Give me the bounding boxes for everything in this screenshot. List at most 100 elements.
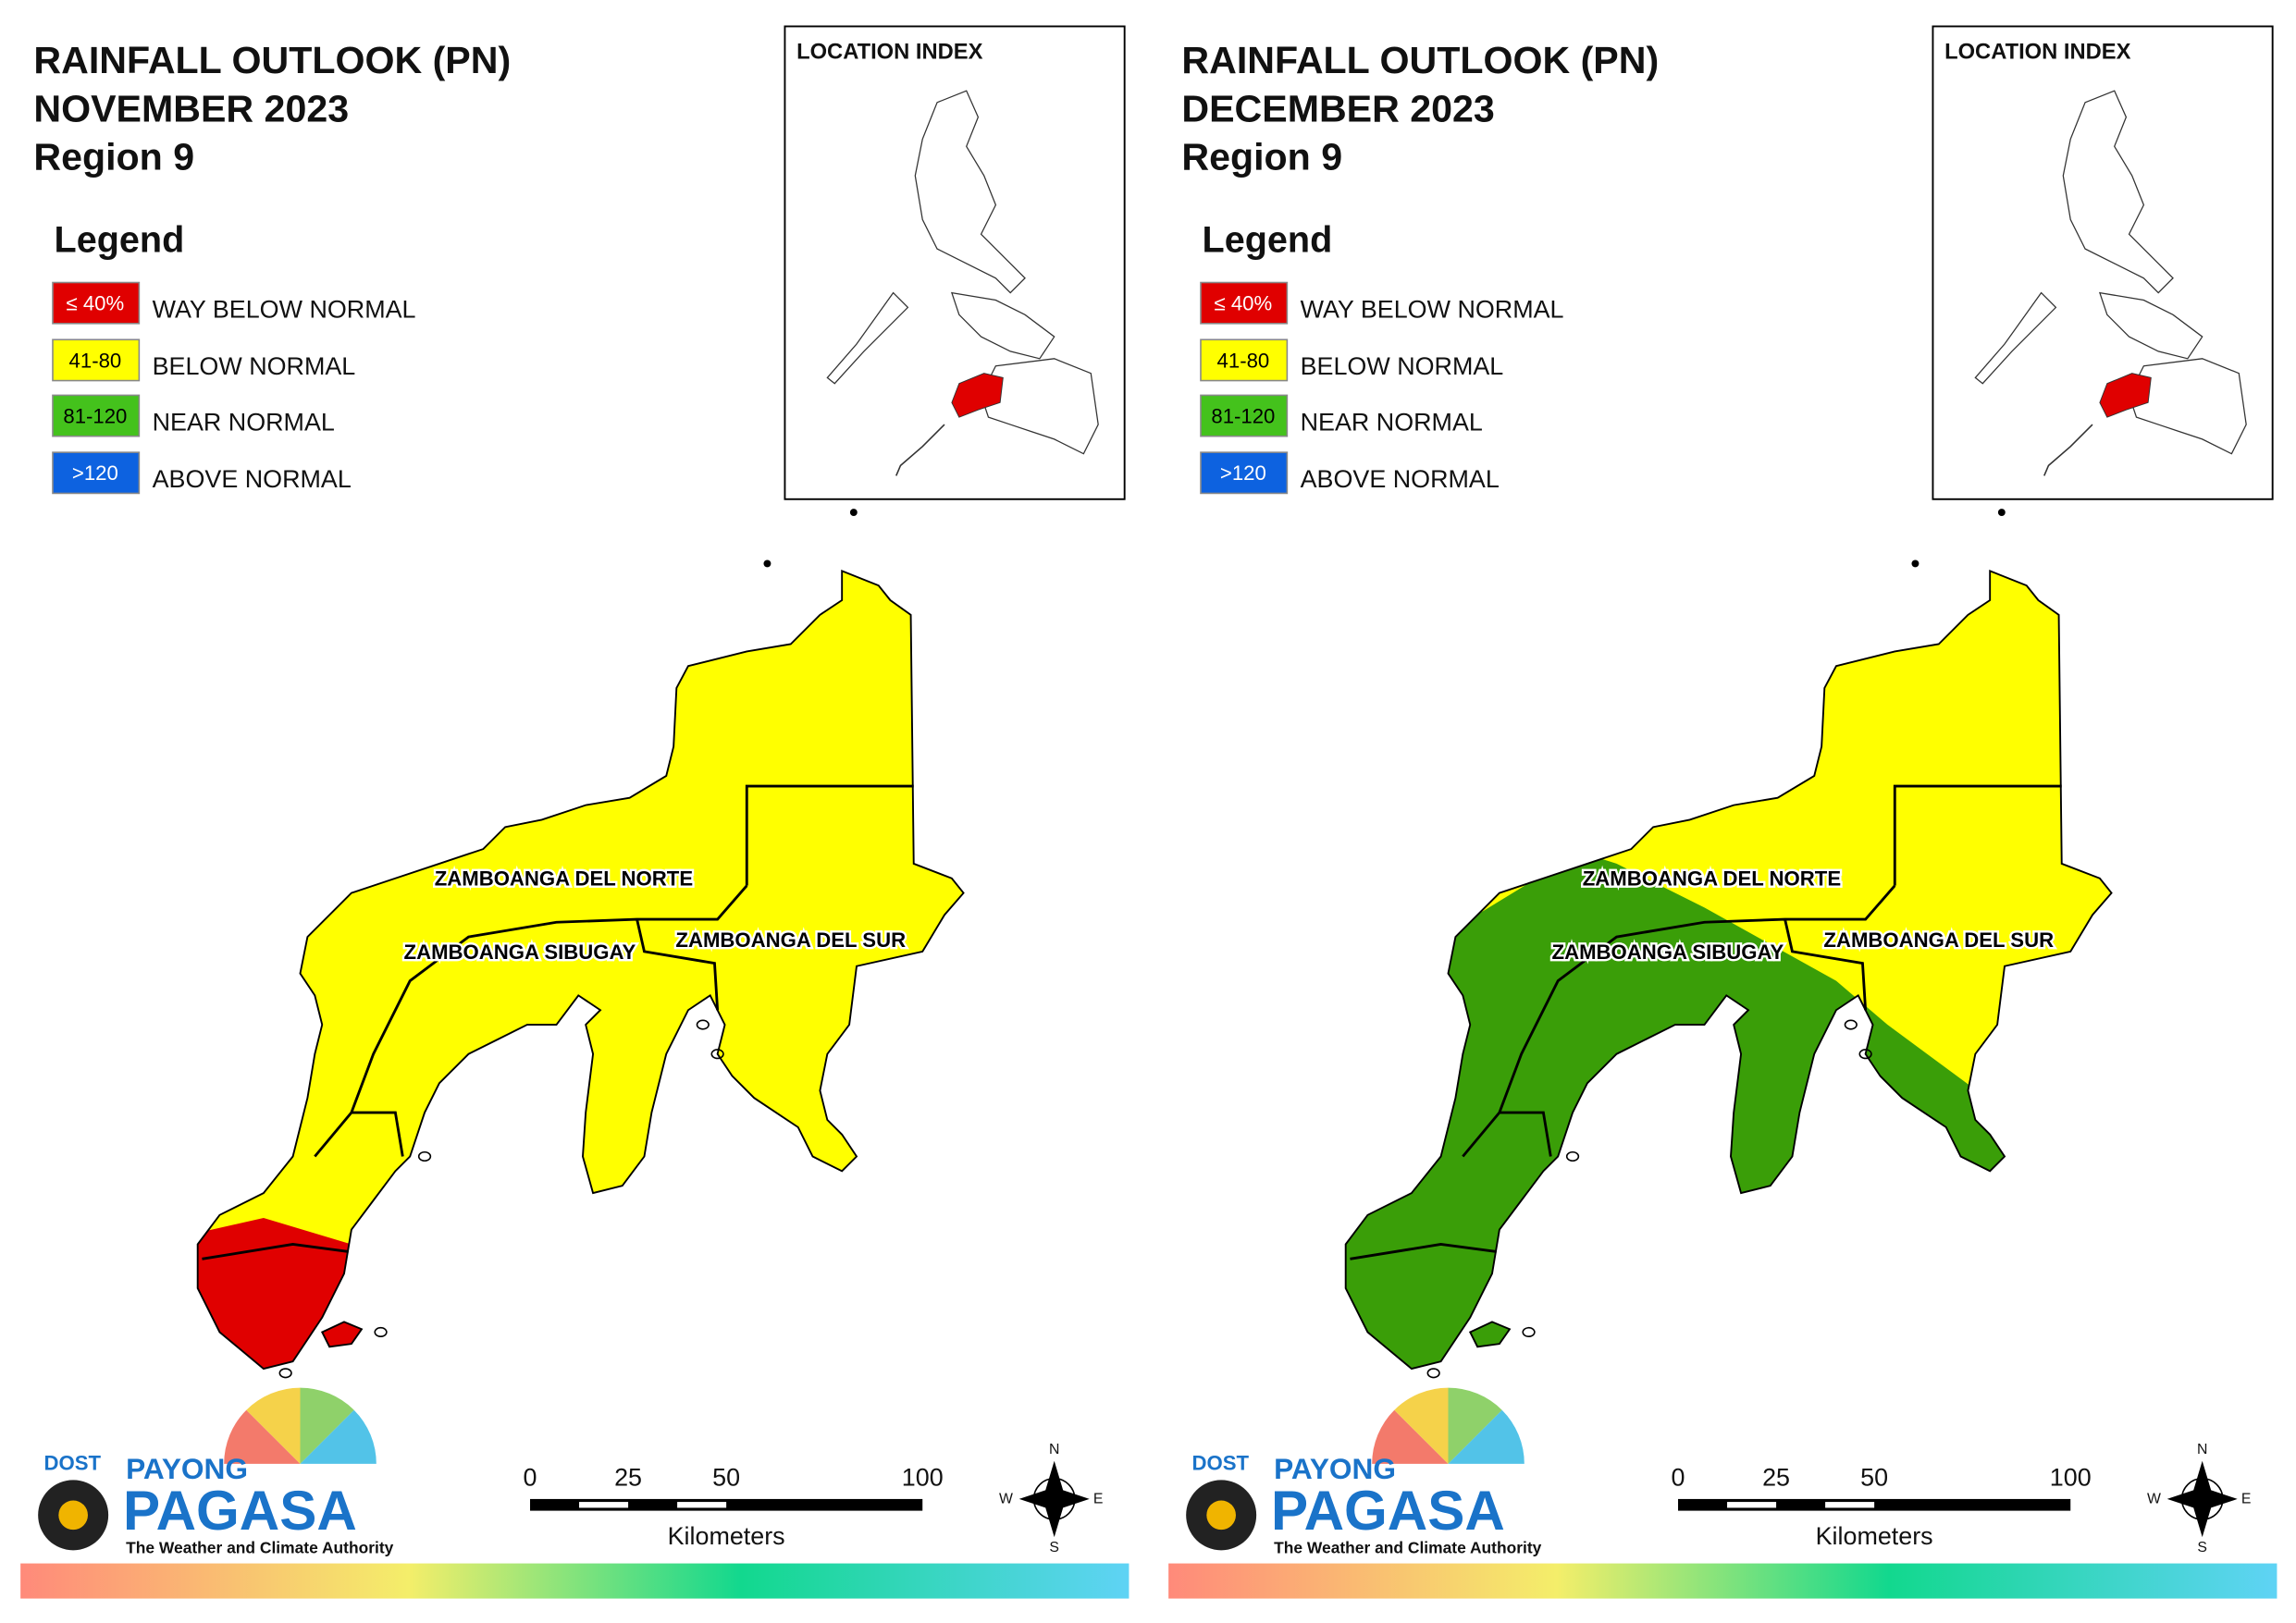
index-region9 bbox=[951, 373, 1004, 418]
scale-label: 50 bbox=[712, 1464, 740, 1492]
province-label: ZAMBOANGA DEL SUR bbox=[1823, 928, 2054, 952]
province-label: ZAMBOANGA DEL SUR bbox=[675, 928, 906, 952]
legend-label: ABOVE NORMAL bbox=[153, 465, 352, 493]
color-band bbox=[1168, 1563, 2277, 1599]
islet bbox=[1565, 1150, 1580, 1162]
province-label: ZAMBOANGA SIBUGAY bbox=[1552, 941, 1784, 964]
logo-brand1: PAYONG bbox=[126, 1452, 248, 1485]
umbrella-panel bbox=[300, 1387, 354, 1464]
islet bbox=[1858, 1049, 1872, 1060]
region-land bbox=[197, 571, 964, 1370]
index-visayas bbox=[826, 291, 1055, 385]
index-title: LOCATION INDEX bbox=[1944, 40, 2130, 64]
umbrella-panel bbox=[1394, 1387, 1449, 1464]
scale-label: 100 bbox=[2050, 1464, 2092, 1492]
compass-ring bbox=[2180, 1477, 2224, 1520]
scale-segment bbox=[1825, 1502, 1875, 1508]
umbrella-panel bbox=[246, 1387, 301, 1464]
index-dot bbox=[849, 509, 858, 516]
color-band bbox=[20, 1563, 1129, 1599]
islet bbox=[278, 1368, 292, 1379]
scale-label: 100 bbox=[902, 1464, 944, 1492]
title-line: Region 9 bbox=[33, 136, 194, 178]
islet bbox=[1426, 1368, 1440, 1379]
islet bbox=[374, 1326, 388, 1338]
panel: RAINFALL OUTLOOK (PN) NOVEMBER 2023 Region… bbox=[20, 25, 1129, 1599]
legend-code: >120 bbox=[1220, 461, 1266, 485]
index-sulu bbox=[895, 424, 945, 476]
compass-letter: S bbox=[2197, 1540, 2207, 1555]
compass-letter: N bbox=[2197, 1442, 2207, 1457]
index-luzon bbox=[2062, 90, 2174, 294]
legend-title: Legend bbox=[55, 219, 185, 260]
compass-letter: W bbox=[2147, 1492, 2161, 1507]
umbrella-panel bbox=[224, 1409, 301, 1464]
legend-swatch bbox=[1200, 338, 1289, 382]
province-label: ZAMBOANGA SIBUGAY bbox=[404, 941, 636, 964]
islet bbox=[710, 1049, 724, 1060]
logo-agency: DOST bbox=[1191, 1451, 1249, 1474]
legend-swatch bbox=[1200, 451, 1289, 495]
logo-seal-inner bbox=[58, 1500, 88, 1531]
legend-swatch bbox=[52, 338, 141, 382]
region-outline bbox=[1344, 569, 2113, 1371]
province-border bbox=[202, 784, 914, 1260]
map-dot bbox=[1911, 559, 1920, 568]
logo-brand1: PAYONG bbox=[1274, 1452, 1396, 1485]
islet bbox=[696, 1019, 710, 1030]
umbrella-panel bbox=[1448, 1409, 1524, 1464]
scale-label: 50 bbox=[1860, 1464, 1888, 1492]
legend-swatch bbox=[52, 281, 141, 325]
legend-label: NEAR NORMAL bbox=[153, 408, 335, 436]
islet bbox=[417, 1150, 432, 1162]
scale-label: 0 bbox=[524, 1464, 537, 1492]
title-line: Region 9 bbox=[1181, 136, 1342, 178]
index-mindanao bbox=[980, 358, 1099, 455]
scale-label: 25 bbox=[1762, 1464, 1790, 1492]
panel: RAINFALL OUTLOOK (PN) DECEMBER 2023 Region… bbox=[1168, 25, 2277, 1599]
legend-code: 81-120 bbox=[63, 404, 127, 427]
scale-label: 25 bbox=[614, 1464, 642, 1492]
legend-title: Legend bbox=[1203, 219, 1333, 260]
title-line: NOVEMBER 2023 bbox=[33, 87, 349, 129]
compass-rose bbox=[1018, 1460, 1090, 1538]
compass-letter: W bbox=[999, 1492, 1013, 1507]
legend-label: BELOW NORMAL bbox=[1301, 352, 1504, 380]
title-line: RAINFALL OUTLOOK (PN) bbox=[1181, 39, 1659, 81]
title-line: RAINFALL OUTLOOK (PN) bbox=[33, 39, 511, 81]
zone-layer bbox=[197, 1218, 381, 1370]
title-line: DECEMBER 2023 bbox=[1181, 87, 1494, 129]
legend-code: 41-80 bbox=[1217, 349, 1270, 372]
province-label: ZAMBOANGA DEL NORTE bbox=[435, 867, 693, 891]
region-outline bbox=[196, 569, 965, 1371]
scale-unit: Kilometers bbox=[1816, 1522, 1933, 1550]
legend-swatch bbox=[1200, 394, 1289, 437]
islet bbox=[1522, 1326, 1536, 1338]
legend-swatch bbox=[1200, 281, 1289, 325]
zone-way-below bbox=[197, 1218, 381, 1370]
legend-label: NEAR NORMAL bbox=[1301, 408, 1483, 436]
logo-brand2: PAGASA bbox=[123, 1480, 357, 1542]
index-sulu bbox=[2043, 424, 2093, 476]
scale-segment bbox=[1727, 1502, 1777, 1508]
index-region9 bbox=[2099, 373, 2152, 418]
legend-code: ≤ 40% bbox=[1215, 292, 1273, 315]
province-border bbox=[1350, 784, 2062, 1260]
scale-label: 0 bbox=[1672, 1464, 1685, 1492]
scale-unit: Kilometers bbox=[668, 1522, 785, 1550]
legend-swatch bbox=[52, 451, 141, 495]
compass-rose bbox=[2166, 1460, 2238, 1538]
scale-segment bbox=[579, 1502, 629, 1508]
legend-code: >120 bbox=[72, 461, 118, 485]
compass-ring bbox=[1032, 1477, 1076, 1520]
logo-seal-inner bbox=[1206, 1500, 1236, 1531]
scale-segment bbox=[677, 1502, 727, 1508]
legend-code: 41-80 bbox=[69, 349, 122, 372]
umbrella-panel bbox=[1372, 1409, 1449, 1464]
islet bbox=[1844, 1019, 1858, 1030]
index-luzon bbox=[914, 90, 1026, 294]
legend-label: WAY BELOW NORMAL bbox=[1301, 295, 1564, 323]
umbrella-panel bbox=[1448, 1387, 1502, 1464]
umbrella-panel bbox=[300, 1409, 376, 1464]
